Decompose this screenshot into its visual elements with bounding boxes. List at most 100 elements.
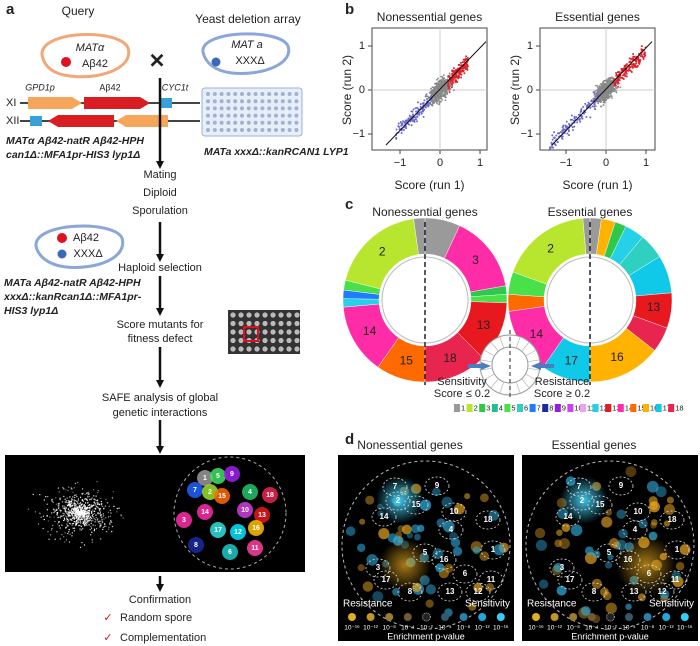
gene-point: [571, 129, 574, 132]
gene-point: [609, 95, 611, 98]
gene-point: [551, 134, 554, 137]
gene-point: [549, 146, 552, 149]
network-node: [99, 526, 101, 528]
gene-point: [594, 108, 597, 111]
gene-point: [435, 82, 438, 85]
schematic-spoke: [490, 341, 499, 352]
gene-point: [465, 55, 468, 58]
construct-element: Aβ42: [99, 82, 120, 92]
network-node: [64, 532, 66, 534]
network-node: [58, 525, 60, 527]
network-node: [88, 524, 91, 526]
cluster-label: 17: [214, 527, 222, 534]
cluster-label: 4: [248, 489, 252, 496]
gene-point: [594, 105, 597, 108]
segment-label: 3: [472, 253, 479, 267]
gene-point: [635, 62, 638, 65]
network-node: [75, 504, 77, 506]
plate-colony: [274, 99, 278, 104]
y-tick-label: −1: [352, 128, 365, 140]
photo-colony: [294, 346, 300, 352]
gene-point: [442, 74, 445, 77]
gene-point: [433, 87, 436, 90]
network-node: [101, 519, 103, 521]
network-node: [85, 513, 87, 516]
gene-point: [453, 89, 455, 92]
network-node: [79, 518, 81, 521]
cluster-label: 13: [630, 587, 639, 596]
network-node: [39, 512, 41, 514]
gene-point: [451, 78, 454, 81]
gene-point: [567, 128, 570, 131]
network-node: [100, 514, 102, 516]
plate-colony: [233, 120, 238, 125]
cluster-label: 7: [393, 482, 398, 491]
gene-point: [625, 75, 628, 78]
gene-point: [639, 58, 642, 61]
network-node: [63, 495, 65, 498]
y-tick-label: −1: [520, 128, 533, 140]
scale-label: 10⁻⁴: [438, 625, 452, 632]
plate-colony: [274, 92, 278, 96]
network-node: [100, 514, 102, 516]
plate-colony: [212, 99, 217, 104]
cluster-outline: [480, 540, 506, 560]
cluster-label: 9: [619, 481, 624, 490]
gene-point: [628, 67, 631, 70]
mating-type: MAT a: [231, 39, 263, 51]
gene-point: [570, 114, 573, 117]
network-node: [86, 499, 89, 502]
gene-point: [573, 117, 576, 120]
cluster-outline: [636, 564, 662, 584]
gene-point: [561, 137, 564, 140]
plate-colony: [226, 113, 231, 118]
network-node: [70, 505, 72, 507]
network-node: [72, 516, 75, 519]
segment-label: 13: [647, 300, 661, 314]
network-node: [58, 502, 60, 505]
gene-point: [589, 116, 592, 119]
step: genetic interactions: [113, 407, 208, 419]
gene-point: [460, 64, 463, 67]
photo-colony: [270, 346, 276, 352]
network-node: [71, 504, 74, 507]
gene-point: [612, 88, 615, 91]
enrichment-dot: [485, 582, 495, 592]
gene-point: [611, 85, 614, 88]
plate-colony: [226, 92, 231, 96]
network-node: [96, 505, 98, 508]
cluster-label: 17: [566, 575, 575, 584]
gene-point: [549, 147, 552, 150]
enrichment-dot: [372, 591, 384, 602]
enrichment-dot: [556, 529, 563, 536]
network-node: [76, 514, 79, 516]
network-node: [61, 501, 64, 503]
step: Mating: [143, 169, 176, 181]
network-node: [88, 513, 90, 515]
network-node: [51, 527, 53, 530]
network-node: [87, 509, 89, 512]
network-node: [71, 505, 73, 508]
gene-point: [464, 67, 467, 70]
gene-point: [439, 83, 442, 85]
resistance-label: Resistance: [535, 376, 589, 388]
network-node: [65, 500, 68, 502]
network-node: [76, 502, 79, 504]
network-node: [97, 507, 100, 509]
cluster-label: 14: [201, 509, 209, 516]
network-node: [91, 510, 93, 513]
gene-point: [457, 63, 460, 66]
x-tick-label: −1: [394, 157, 407, 169]
gene-point: [584, 102, 587, 105]
gene-point: [587, 101, 590, 104]
network-node: [63, 519, 66, 521]
network-node: [93, 510, 96, 512]
network-node: [57, 507, 60, 510]
enrichment-dot: [435, 563, 445, 573]
network-node: [79, 527, 81, 530]
gene-point: [436, 102, 439, 105]
enrichment-dot: [534, 527, 546, 539]
network-node: [52, 501, 54, 504]
plate-colony: [267, 120, 272, 125]
